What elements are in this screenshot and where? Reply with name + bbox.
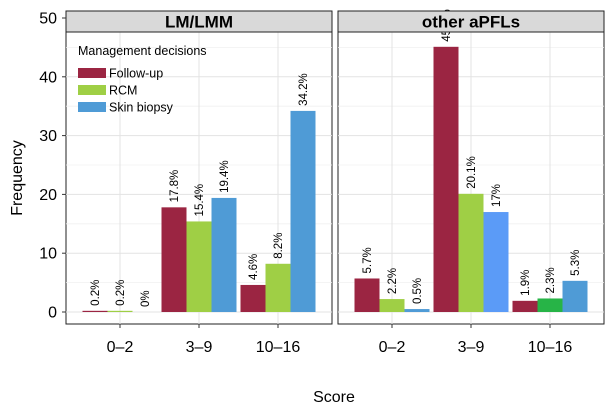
x-axis: 0–2 3–9 10–16 0–2 3–9 10–16 xyxy=(107,324,573,356)
bar-rcm-0-2 xyxy=(379,299,405,312)
panel-lm-lmm-bars xyxy=(82,110,316,313)
data-label-skin-biopsy-3-9: 17% xyxy=(491,184,503,207)
data-label-rcm-3-9: 15.4% xyxy=(194,184,206,217)
bar-rcm-10-16 xyxy=(537,298,563,312)
legend-items: Follow-up RCM Skin biopsy xyxy=(78,67,174,115)
legend-label-rcm: RCM xyxy=(109,84,137,98)
legend-label-follow-up: Follow-up xyxy=(109,67,163,81)
x-tick-label: 3–9 xyxy=(186,339,213,356)
data-label-skin-biopsy-0-2: 0.5% xyxy=(412,278,424,304)
x-axis-title: Score xyxy=(313,389,355,406)
panel-lm-lmm-data-labels: 0.2% 17.8% 4.6% 0.2% 15.4% 8.2% 0% 19.4% 34.2% xyxy=(90,73,310,307)
panel-other-apfls-bars xyxy=(354,46,588,312)
y-tick-label: 40 xyxy=(39,69,57,86)
data-label-follow-up-0-2: 5.7% xyxy=(362,247,374,273)
data-label-rcm-3-9: 20.1% xyxy=(466,156,478,189)
legend-title: Management decisions xyxy=(78,44,207,58)
legend-swatch-follow-up xyxy=(78,68,106,78)
data-label-skin-biopsy-3-9: 19.4% xyxy=(219,160,231,193)
x-tick-label: 10–16 xyxy=(256,339,301,356)
bar-skin-biopsy-10-16 xyxy=(290,110,316,313)
data-label-skin-biopsy-10-16: 34.2% xyxy=(298,73,310,106)
bar-follow-up-3-9 xyxy=(433,46,459,312)
data-label-follow-up-3-9: 17.8% xyxy=(169,170,181,203)
y-axis: 0 10 20 30 40 50 xyxy=(39,11,66,322)
panel-other-apfls-strip-label: other aPFLs xyxy=(422,13,520,32)
y-tick-label: 0 xyxy=(48,305,57,322)
data-label-follow-up-10-16: 1.9% xyxy=(520,270,532,296)
legend-label-skin-biopsy: Skin biopsy xyxy=(109,101,174,115)
legend-swatch-rcm xyxy=(78,85,106,95)
y-axis-title: Frequency xyxy=(9,140,26,216)
panel-lm-lmm-strip-label: LM/LMM xyxy=(165,13,233,32)
bar-rcm-0-2 xyxy=(107,310,133,312)
bar-rcm-10-16 xyxy=(265,263,291,312)
data-label-skin-biopsy-10-16: 5.3% xyxy=(570,250,582,276)
bar-skin-biopsy-10-16 xyxy=(562,280,588,312)
data-label-rcm-10-16: 2.3% xyxy=(545,267,557,293)
data-label-follow-up-0-2: 0.2% xyxy=(90,280,102,306)
data-label-follow-up-10-16: 4.6% xyxy=(248,254,260,280)
legend-swatch-skin-biopsy xyxy=(78,102,106,112)
bar-skin-biopsy-3-9 xyxy=(211,197,237,312)
y-tick-label: 20 xyxy=(39,187,57,204)
x-tick-label: 10–16 xyxy=(528,339,573,356)
bar-skin-biopsy-0-2 xyxy=(404,309,430,312)
bar-follow-up-10-16 xyxy=(240,284,266,312)
data-label-rcm-0-2: 0.2% xyxy=(115,280,127,306)
bar-rcm-3-9 xyxy=(458,193,484,312)
data-label-skin-biopsy-0-2: 0% xyxy=(140,290,152,307)
y-tick-label: 10 xyxy=(39,246,57,263)
legend: Management decisions Follow-up RCM Skin bi… xyxy=(78,44,207,115)
data-label-rcm-10-16: 8.2% xyxy=(273,233,285,259)
panel-other-apfls-strip xyxy=(337,10,605,33)
y-tick-label: 30 xyxy=(39,128,57,145)
bar-follow-up-10-16 xyxy=(512,300,538,312)
panel-other-apfls: 5.7%45.1%1.9%2.2%20.1%2.3%0.5%17%5.3% ot… xyxy=(337,9,605,325)
x-tick-label: 0–2 xyxy=(107,339,134,356)
x-tick-label: 3–9 xyxy=(458,339,485,356)
bar-follow-up-0-2 xyxy=(354,278,380,312)
bar-follow-up-3-9 xyxy=(161,207,187,312)
x-tick-label: 0–2 xyxy=(379,339,406,356)
bar-skin-biopsy-3-9 xyxy=(483,212,509,312)
data-label-rcm-0-2: 2.2% xyxy=(387,268,399,294)
panel-lm-lmm: 0.2% 17.8% 4.6% 0.2% 15.4% 8.2% 0% 19.4% 34.2% L… xyxy=(65,10,333,325)
bar-rcm-3-9 xyxy=(186,221,212,312)
panel-lm-lmm-strip xyxy=(65,10,333,33)
y-tick-label: 50 xyxy=(39,11,57,28)
bar-follow-up-0-2 xyxy=(82,310,108,312)
